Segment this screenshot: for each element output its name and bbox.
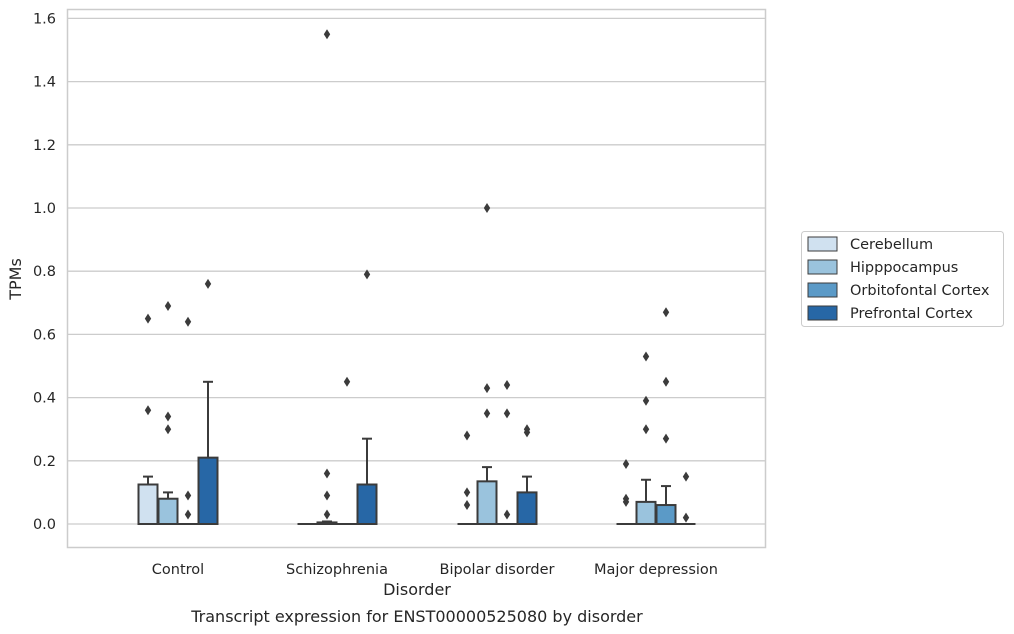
box-body [356, 483, 378, 525]
outlier-point [642, 351, 650, 362]
outlier-point [503, 408, 511, 419]
outlier-point [642, 424, 650, 435]
box-2-2 [497, 379, 517, 525]
x-tick-label: Control [152, 562, 204, 578]
chart-title: Transcript expression for ENST0000052508… [190, 607, 643, 626]
outlier-point [622, 493, 630, 504]
outlier-point [323, 468, 331, 479]
outlier-point [323, 29, 331, 40]
outlier-point [682, 512, 690, 523]
box-body [476, 480, 498, 525]
outlier-point [523, 424, 531, 435]
box-2-3 [655, 307, 677, 526]
outlier-point [662, 433, 670, 444]
legend-swatch [807, 236, 838, 252]
x-tick-label: Bipolar disorder [440, 562, 555, 578]
outlier-point [642, 395, 650, 406]
outlier-point [503, 379, 511, 390]
y-tick-label: 1.4 [33, 75, 56, 91]
outlier-point [204, 278, 212, 289]
plot-frame [66, 8, 767, 549]
box-body [137, 483, 159, 525]
outlier-point [164, 300, 172, 311]
legend-swatch [807, 259, 838, 275]
box-2-0 [178, 316, 198, 525]
legend-frame [801, 231, 1004, 327]
outlier-point [463, 487, 471, 498]
box-3-2 [516, 424, 538, 525]
x-tick-label: Major depression [594, 562, 718, 578]
y-tick-label: 0.0 [33, 517, 56, 533]
box-1-3 [635, 351, 657, 526]
legend-label: Hipppocampus [850, 260, 958, 276]
outlier-point [483, 408, 491, 419]
grid-lines [68, 17, 765, 525]
y-tick-label: 0.8 [33, 264, 56, 280]
outlier-point [164, 424, 172, 435]
x-tick-labels: Control Schizophrenia Bipolar disorder Majo… [152, 562, 718, 578]
outlier-point [184, 490, 192, 501]
outlier-point [184, 316, 192, 327]
y-tick-label: 0.2 [33, 454, 56, 470]
box-layer [137, 29, 696, 526]
legend-label: Prefrontal Cortex [850, 306, 973, 322]
outlier-point [144, 313, 152, 324]
outlier-point [184, 509, 192, 520]
legend-swatch [807, 282, 838, 298]
outlier-point [483, 203, 491, 213]
box-0-0 [137, 313, 159, 525]
outlier-point [363, 269, 371, 280]
box-1-1 [316, 29, 338, 525]
outlier-point [622, 458, 630, 469]
y-tick-label: 1.0 [33, 201, 56, 217]
box-3-0 [197, 278, 219, 526]
box-body [197, 456, 219, 526]
box-1-2 [476, 203, 498, 525]
box-body [635, 500, 657, 526]
y-tick-label: 1.2 [33, 138, 56, 154]
legend-label: Orbitofontal Cortex [850, 283, 990, 299]
legend: Cerebellum Hipppocampus Orbitofontal Corte… [801, 231, 1004, 327]
x-tick-label: Schizophrenia [286, 562, 388, 578]
outlier-point [323, 509, 331, 520]
outlier-point [662, 376, 670, 387]
box-body [157, 497, 179, 526]
y-tick-label: 1.6 [33, 11, 56, 27]
outlier-point [323, 490, 331, 501]
y-tick-labels: 0.0 0.2 0.4 0.6 0.8 1.0 1.2 1.4 1.6 [33, 11, 56, 533]
box-1-0 [157, 300, 179, 526]
legend-label: Cerebellum [850, 237, 933, 253]
box-0-2 [457, 430, 477, 525]
box-3-3 [676, 471, 696, 525]
box-body [516, 491, 538, 525]
box-body [655, 504, 677, 526]
y-axis-label: TPMs [6, 258, 25, 301]
legend-swatch [807, 305, 838, 321]
outlier-point [463, 430, 471, 441]
y-tick-label: 0.4 [33, 391, 56, 407]
x-axis-label: Disorder [383, 580, 451, 599]
box-2-1 [337, 376, 357, 525]
box-3-1 [356, 269, 378, 525]
box-0-3 [616, 458, 636, 525]
outlier-point [682, 471, 690, 482]
outlier-point [662, 307, 670, 318]
outlier-point [343, 376, 351, 387]
outlier-point [164, 411, 172, 422]
y-tick-label: 0.6 [33, 327, 56, 343]
outlier-point [483, 383, 491, 394]
outlier-point [503, 509, 511, 520]
outlier-point [144, 405, 152, 416]
outlier-point [463, 500, 471, 511]
